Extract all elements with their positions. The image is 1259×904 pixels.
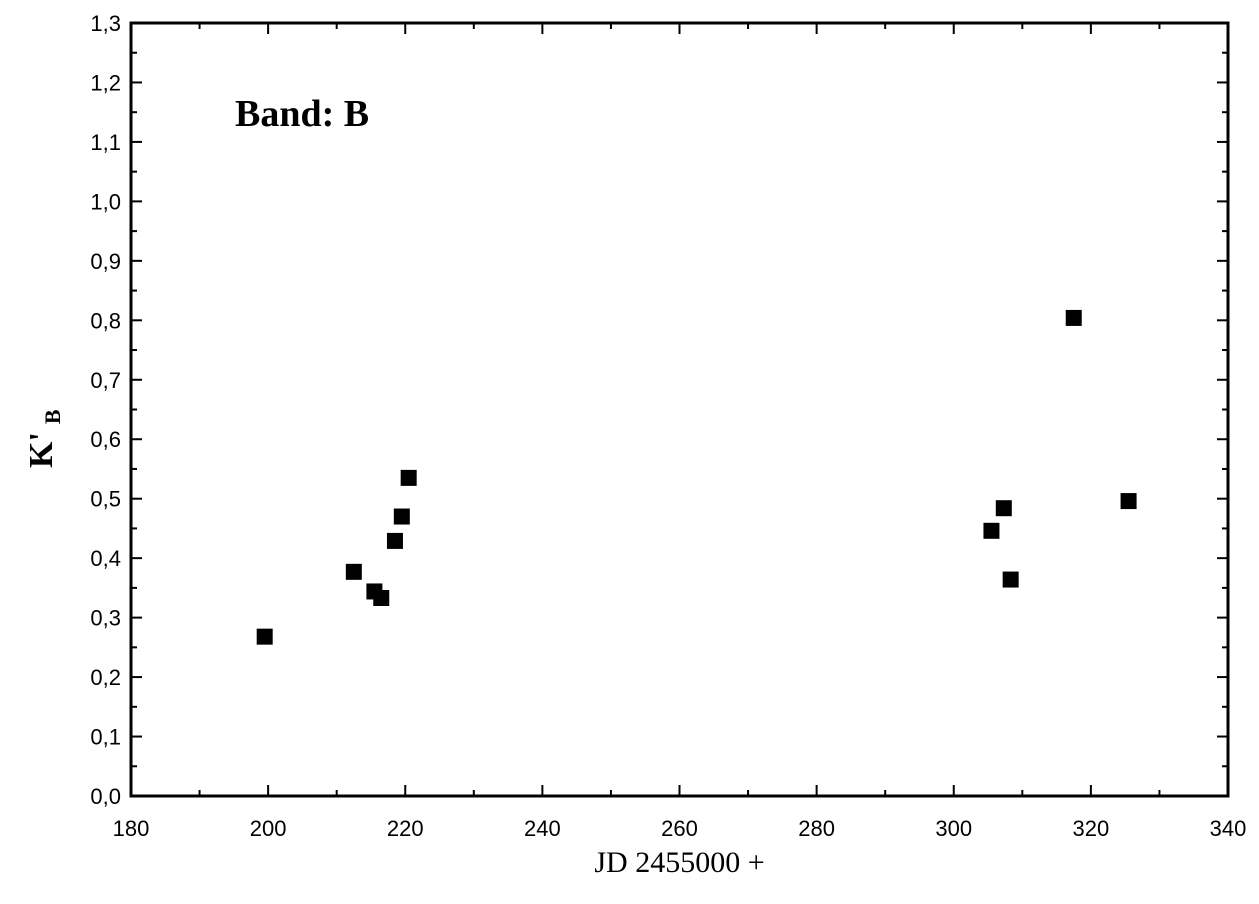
x-tick-label: 220	[387, 816, 424, 841]
y-tick-label: 0,1	[90, 725, 121, 750]
y-tick-label: 0,0	[90, 784, 121, 809]
data-point	[1002, 571, 1019, 588]
data-point	[1120, 493, 1137, 510]
y-tick-label: 0,8	[90, 308, 121, 333]
x-axis-label: JD 2455000 +	[594, 846, 764, 879]
axis-ticks	[130, 22, 1229, 797]
data-point	[983, 522, 1000, 539]
data-point	[256, 628, 273, 645]
x-tick-label: 340	[1210, 816, 1247, 841]
x-tick-label: 300	[935, 816, 972, 841]
x-tick-label: 200	[250, 816, 287, 841]
x-tick-label: 240	[524, 816, 561, 841]
x-tick-labels: 180 200 220 240 260 280 300 320 340	[113, 816, 1247, 841]
y-tick-label: 0,4	[90, 546, 121, 571]
data-point	[1065, 309, 1082, 326]
y-tick-labels: 0,0 0,1 0,2 0,3 0,4 0,5 0,6 0,7 0,8 0,9 1,0 1,1 1,2 1…	[90, 11, 121, 809]
x-tick-label: 280	[798, 816, 835, 841]
data-point	[393, 508, 410, 525]
y-tick-label: 1,0	[90, 189, 121, 214]
y-tick-label: 0,5	[90, 487, 121, 512]
y-tick-label: 1,1	[90, 130, 121, 155]
data-point	[345, 563, 362, 580]
y-tick-label: 1,3	[90, 11, 121, 36]
band-annotation: Band: B	[235, 93, 369, 135]
data-point	[386, 532, 403, 549]
y-tick-label: 1,2	[90, 70, 121, 95]
y-axis-label-main: K'	[23, 432, 60, 468]
y-tick-label: 0,7	[90, 368, 121, 393]
plot-frame	[129, 21, 1230, 798]
y-tick-label: 0,3	[90, 606, 121, 631]
x-tick-label: 260	[661, 816, 698, 841]
y-axis-label-subscript: B	[40, 409, 65, 424]
data-point	[400, 469, 417, 486]
data-point	[373, 589, 390, 606]
data-point	[995, 500, 1012, 517]
y-tick-label: 0,9	[90, 249, 121, 274]
x-tick-label: 320	[1073, 816, 1110, 841]
y-axis-label: K' B	[23, 409, 65, 468]
data-points	[256, 309, 1137, 645]
x-tick-label: 180	[113, 816, 150, 841]
y-tick-label: 0,2	[90, 665, 121, 690]
y-tick-label: 0,6	[90, 427, 121, 452]
